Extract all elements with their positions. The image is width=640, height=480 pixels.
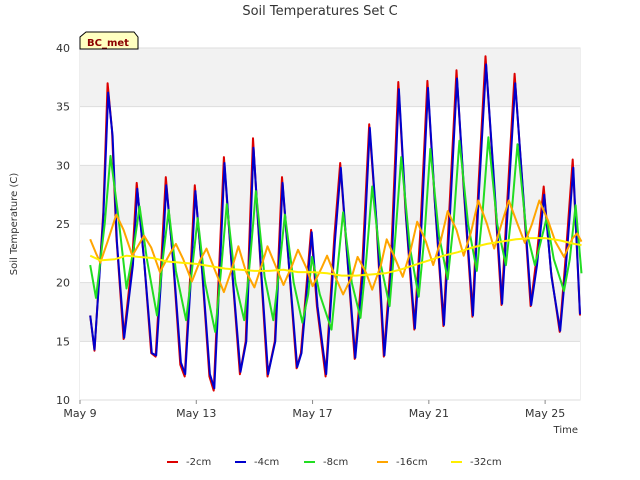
legend-label: -2cm — [186, 457, 211, 468]
y-axis-ticks: 10 15 20 25 30 35 40 — [56, 42, 70, 407]
legend-label: -32cm — [470, 457, 502, 468]
y-axis-label: Soil Temperature (C) — [9, 173, 20, 276]
series-line-minus-32cm — [89, 237, 582, 277]
y-tick-label: 35 — [56, 101, 70, 114]
series-line-minus-16cm — [89, 199, 583, 296]
x-tick-label: May 25 — [525, 407, 565, 420]
x-tick-label: May 17 — [292, 407, 332, 420]
grid-band — [80, 341, 580, 400]
y-tick-label: 30 — [56, 159, 70, 172]
legend-label: -16cm — [396, 457, 428, 468]
chart-title: Soil Temperatures Set C — [242, 4, 397, 19]
y-tick-label: 10 — [56, 394, 70, 407]
x-tick-label: May 21 — [409, 407, 449, 420]
grid-band — [80, 106, 580, 166]
site-label: BC_met — [87, 38, 129, 49]
y-tick-label: 40 — [56, 42, 70, 55]
y-tick-label: 15 — [56, 335, 70, 348]
legend: -2cm -4cm -8cm -16cm -32cm — [167, 457, 502, 468]
site-label-background — [79, 31, 139, 50]
x-tick-label: May 13 — [176, 407, 216, 420]
x-tick-label: May 9 — [63, 407, 96, 420]
series-lines — [89, 55, 583, 392]
site-label-box: BC_met — [79, 31, 139, 50]
grid-band — [80, 48, 580, 107]
series-line-minus-8cm — [89, 136, 583, 333]
y-tick-label: 20 — [56, 277, 70, 290]
x-axis-ticks: May 9 May 13 May 17 May 21 May 25 — [63, 400, 565, 420]
x-axis-label: Time — [553, 425, 578, 436]
y-tick-label: 25 — [56, 218, 70, 231]
legend-label: -4cm — [254, 457, 279, 468]
legend-label: -8cm — [323, 457, 348, 468]
